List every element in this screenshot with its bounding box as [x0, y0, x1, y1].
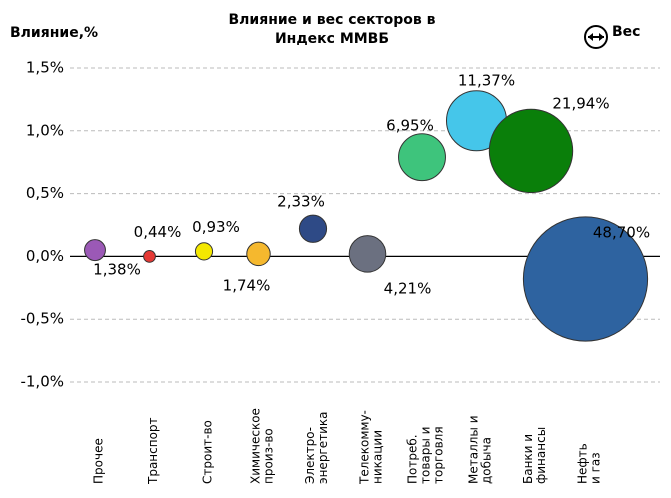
bubble [522, 216, 649, 342]
data-label: 48,70% [593, 224, 650, 242]
data-label: 0,93% [192, 218, 240, 236]
bubble [398, 133, 446, 182]
chart-title: Индекс ММВБ [275, 31, 389, 47]
y-tick-label: -0,5% [20, 310, 64, 328]
bubble [246, 241, 271, 267]
x-tick-label: добыча [480, 437, 494, 484]
x-tick-label: финансы [534, 427, 548, 484]
x-tick-label: торговля [432, 426, 446, 484]
y-axis-label: Влияние,% [10, 25, 98, 41]
y-tick-label: 0,5% [26, 184, 64, 202]
x-tick-label: энергетика [316, 411, 330, 484]
x-tick-label: произ-во [262, 428, 276, 484]
x-tick-label: Металлы и [467, 415, 481, 484]
bubble [298, 214, 328, 243]
data-label: 11,37% [458, 71, 515, 89]
x-tick-label: Телекомму- [358, 410, 372, 485]
data-label: 1,38% [93, 261, 141, 279]
bubble [143, 249, 156, 263]
data-label: 0,44% [134, 223, 182, 241]
data-label: 4,21% [384, 279, 432, 297]
x-tick-label: Потреб. [406, 434, 420, 484]
y-tick-label: -1,0% [20, 373, 64, 391]
y-tick-label: 1,0% [26, 121, 64, 139]
data-label: 6,95% [386, 117, 434, 135]
x-tick-label: Банки и [521, 434, 535, 484]
x-tick-label: Электро- [303, 427, 317, 484]
data-label: 2,33% [277, 192, 325, 210]
x-tick-label: Прочее [92, 438, 106, 484]
data-label: 1,74% [223, 276, 271, 294]
x-tick-label: Строит-во [201, 420, 215, 484]
x-tick-label: Химическое [249, 408, 263, 484]
x-tick-label: Транспорт [146, 417, 160, 485]
bubble [488, 108, 574, 194]
x-tick-label: товары и [419, 427, 433, 484]
data-label: 21,94% [552, 94, 609, 112]
size-legend-label: Вес [612, 24, 640, 40]
x-tick-label: и газ [589, 452, 603, 484]
x-tick-label: никации [371, 430, 385, 484]
bubble [84, 239, 106, 262]
bubble [348, 235, 387, 273]
size-legend-icon [584, 25, 608, 49]
y-tick-label: 1,5% [26, 59, 64, 77]
y-tick-label: 0,0% [26, 247, 64, 265]
x-tick-label: Нефть [576, 443, 590, 484]
chart-title: Влияние и вес секторов в [228, 12, 435, 28]
bubble [194, 242, 214, 261]
